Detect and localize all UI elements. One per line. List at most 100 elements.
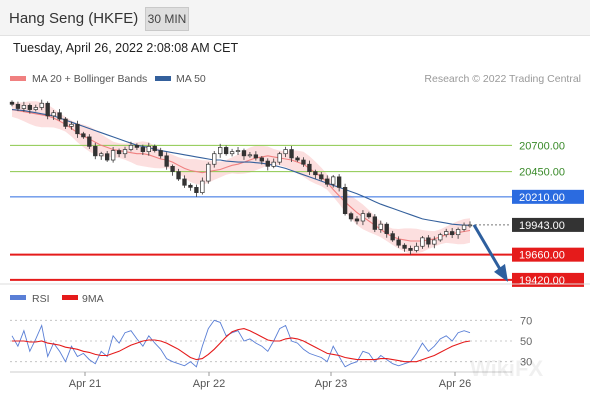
ma20-legend-swatch [10,76,26,81]
level-tag-text-19943.00: 19943.00 [519,220,565,232]
timeframe-button[interactable]: 30 MIN [145,7,189,31]
candle [206,162,211,184]
candle [378,220,383,233]
rsi-tick-70: 70 [520,315,532,327]
candle-body-down [104,153,110,161]
rsi-ma-line [12,328,471,363]
candle-body-up [33,107,38,110]
candle-body-up [122,149,128,155]
candle [21,101,27,112]
candle-body-down [449,231,455,236]
candle [15,101,21,112]
candle-body-down [9,101,15,105]
candle [247,152,253,158]
candle [200,177,205,195]
candle-body-down [319,174,324,180]
level-label-20450.00: 20450.00 [519,167,565,179]
candle-layer [9,99,473,255]
candle [235,146,241,155]
candle [301,157,306,167]
candle [39,99,44,111]
candle-body-up [146,146,151,152]
candle-body-up [461,224,467,230]
candle-body-down [301,159,306,165]
candle-body-down [307,163,312,172]
candle [277,151,282,165]
candle-body-down [140,147,146,152]
candle-body-up [206,163,211,182]
candle-body-down [313,171,318,176]
rsi-legend-label: RSI [32,293,50,305]
ma50-legend-label: MA 50 [176,73,206,85]
level-label-20700.00: 20700.00 [519,140,565,152]
candle [307,160,312,175]
candle-body-up [69,123,74,127]
candle-body-down [194,187,199,193]
candle [455,227,461,239]
candle-body-down [259,157,264,162]
candle [176,168,181,181]
candle [408,245,413,255]
candle [75,120,80,138]
level-tag-19660.00 [512,247,584,262]
candle-body-up [277,153,282,163]
candle-body-down [402,244,407,249]
level-tag-19943.00 [512,217,584,232]
candle [134,143,140,151]
candle-body-down [426,237,431,245]
ma50-line [11,109,470,226]
candle-body-down [241,150,247,157]
candle-body-down [336,176,342,188]
candle-body-down [384,223,389,234]
candle [87,134,92,149]
candle-body-up [432,239,437,245]
candle-body-up [360,213,366,222]
candle-body-up [229,151,235,155]
candle-body-up [331,176,336,185]
candle [69,121,74,130]
credit-text: Research © 2022 Trading Central [424,73,581,85]
candle-body-down [27,105,33,110]
candle-body-down [158,150,163,157]
ma20-legend-label: MA 20 + Bollinger Bands [32,73,147,85]
candle [283,146,288,158]
candle [116,148,122,158]
candle-body-up [247,154,253,157]
candle [438,232,443,242]
candle-body-down [223,147,229,155]
candle [420,235,425,249]
rsi-tick-50: 50 [520,336,532,348]
candle [223,145,229,156]
candle [158,147,163,159]
candle [146,142,151,156]
candle [57,109,62,121]
candle-body-down [170,165,175,172]
candle [372,214,378,233]
candle [27,103,33,114]
candle [449,227,455,239]
level-tag-20210.00 [512,189,584,204]
candle [289,145,294,163]
candle-body-up [271,161,276,167]
candle [81,131,86,139]
rsi-layer: 70 50 30 [10,315,532,369]
candle [396,236,401,248]
candle [331,174,336,188]
candle-body-down [134,144,140,148]
candle-body-down [342,187,348,215]
bollinger-band-layer [12,101,470,254]
forecast-arrow-head [494,263,508,282]
header-bar: Hang Seng (HKFE) 30 MIN [0,0,590,36]
candle-body-up [218,147,223,155]
candle-body-up [200,180,205,193]
rsi-legend-swatch [10,295,26,300]
candle [325,175,330,187]
candle [93,142,98,160]
candle [194,184,199,197]
ma50-legend-swatch [155,76,171,81]
x-tick-label: Apr 23 [315,378,347,390]
candle [212,150,217,168]
candle-body-up [128,144,134,150]
x-tick-label: Apr 26 [439,378,471,390]
candle-body-up [99,153,104,157]
